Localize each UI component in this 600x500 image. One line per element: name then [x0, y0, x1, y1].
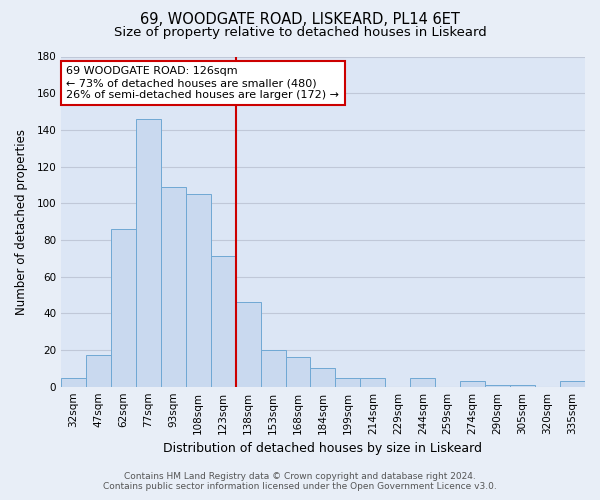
Bar: [211, 256, 236, 386]
Bar: [510, 385, 535, 386]
Bar: [186, 194, 211, 386]
Y-axis label: Number of detached properties: Number of detached properties: [15, 128, 28, 314]
Bar: [286, 358, 310, 386]
Bar: [236, 302, 260, 386]
Text: Size of property relative to detached houses in Liskeard: Size of property relative to detached ho…: [113, 26, 487, 39]
Text: 69, WOODGATE ROAD, LISKEARD, PL14 6ET: 69, WOODGATE ROAD, LISKEARD, PL14 6ET: [140, 12, 460, 28]
Bar: [485, 385, 510, 386]
Bar: [61, 378, 86, 386]
Bar: [136, 119, 161, 386]
Bar: [310, 368, 335, 386]
Bar: [161, 186, 186, 386]
Bar: [86, 356, 111, 386]
Bar: [335, 378, 361, 386]
Text: Contains HM Land Registry data © Crown copyright and database right 2024.
Contai: Contains HM Land Registry data © Crown c…: [103, 472, 497, 491]
Bar: [460, 381, 485, 386]
Bar: [410, 378, 435, 386]
Bar: [361, 378, 385, 386]
X-axis label: Distribution of detached houses by size in Liskeard: Distribution of detached houses by size …: [163, 442, 482, 455]
Text: 69 WOODGATE ROAD: 126sqm
← 73% of detached houses are smaller (480)
26% of semi-: 69 WOODGATE ROAD: 126sqm ← 73% of detach…: [66, 66, 339, 100]
Bar: [560, 381, 585, 386]
Bar: [111, 229, 136, 386]
Bar: [260, 350, 286, 387]
